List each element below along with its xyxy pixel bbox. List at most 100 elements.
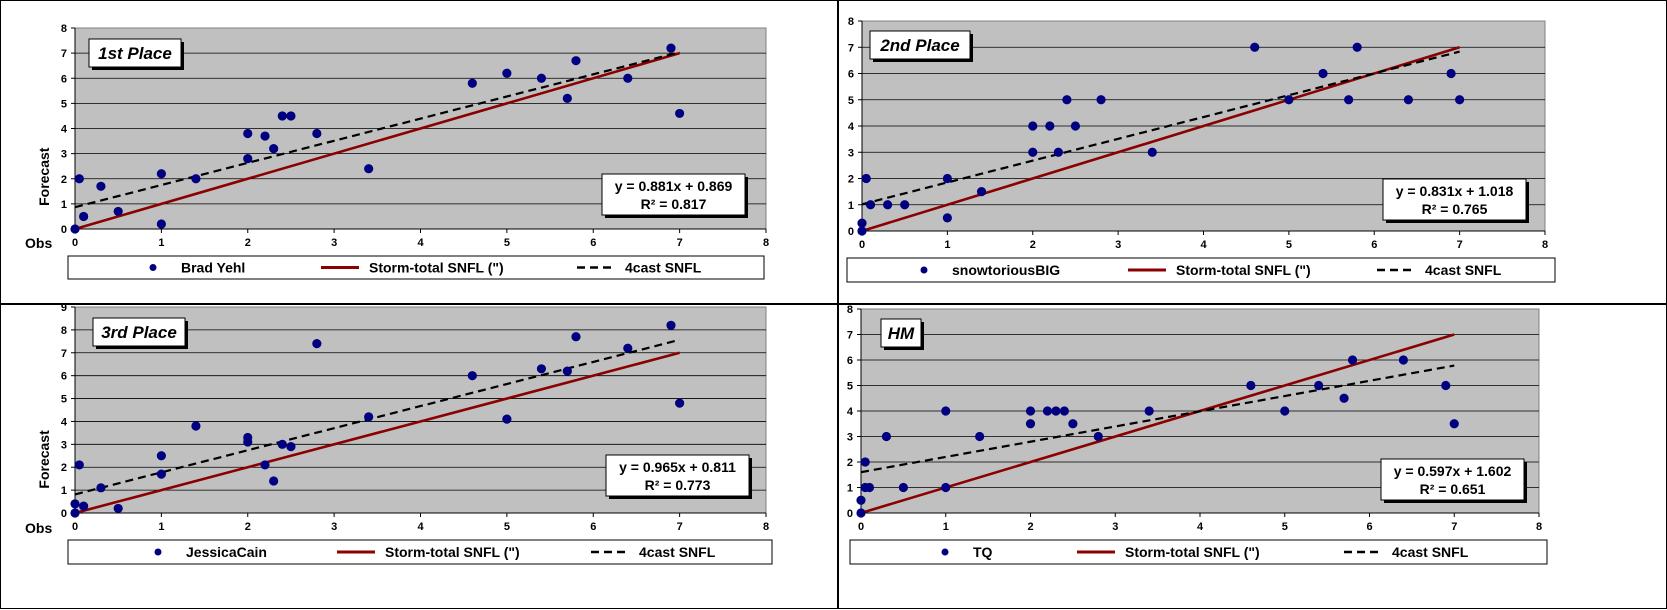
data-point xyxy=(1096,95,1106,105)
y-tick-label: 0 xyxy=(847,508,853,520)
data-point xyxy=(260,131,270,141)
r-squared: R² = 0.817 xyxy=(641,196,707,212)
data-point xyxy=(467,78,477,88)
legend xyxy=(67,255,765,280)
y-tick-label: 6 xyxy=(61,371,67,383)
data-point xyxy=(113,206,123,217)
data-point xyxy=(243,437,253,447)
x-tick-label: 6 xyxy=(1366,521,1372,533)
y-tick-label: 2 xyxy=(61,174,67,186)
data-point xyxy=(1068,419,1078,429)
y-tick-label: 3 xyxy=(61,439,67,451)
forecast-trendline xyxy=(861,50,1460,206)
data-point xyxy=(571,332,581,342)
y-tick-label: 3 xyxy=(848,147,854,159)
scatter-chart-svg: 0 1 2 3 4 5 6 7 8 9 0 1 2 3 4 5 6 7 8 Forecast Obs 3rd Place y… xyxy=(25,305,773,565)
data-point xyxy=(857,226,867,236)
data-point xyxy=(1344,95,1354,105)
data-point xyxy=(856,508,866,518)
storm-total-line xyxy=(860,333,1455,515)
x-tick-label: 8 xyxy=(763,521,769,533)
legend-label-forecast: 4cast SNFL xyxy=(625,260,702,276)
y-tick-label: 5 xyxy=(847,381,853,393)
data-point xyxy=(666,320,676,330)
y-tick-label: 6 xyxy=(848,69,854,81)
data-point xyxy=(156,469,166,479)
y-tick-label: 4 xyxy=(61,124,68,136)
data-point xyxy=(1093,431,1103,442)
data-point xyxy=(1028,147,1038,157)
y-tick-label: 5 xyxy=(848,95,854,107)
y-tick-label: 2 xyxy=(847,457,853,469)
data-point xyxy=(467,371,477,381)
data-point xyxy=(975,431,985,442)
legend-label-forecast: 4cast SNFL xyxy=(1425,262,1502,278)
data-point xyxy=(571,56,581,66)
data-point xyxy=(96,181,106,191)
x-tick-label: 2 xyxy=(1030,239,1036,251)
rank-label: 3rd Place xyxy=(101,323,177,342)
x-tick-label: 5 xyxy=(504,237,510,249)
data-point xyxy=(865,200,876,210)
trend-equation: y = 0.597x + 1.602 xyxy=(1394,463,1512,479)
rank-label: 2nd Place xyxy=(879,36,959,55)
data-point xyxy=(191,174,201,184)
data-point xyxy=(861,173,871,184)
x-tick-label: 3 xyxy=(331,237,337,249)
equation-box xyxy=(1380,458,1525,501)
y-tick-label: 2 xyxy=(848,174,854,186)
y-tick-label: 6 xyxy=(847,355,853,367)
chart-panel-2nd-place: 012345678012345678ForecastObs2nd Placey … xyxy=(838,0,1667,304)
data-point xyxy=(312,339,322,349)
scatter-chart-svg: 012345678012345678ForecastObs2nd Placey … xyxy=(846,16,1556,283)
data-point xyxy=(1070,121,1081,131)
data-point xyxy=(1059,406,1069,416)
x-tick-label: 0 xyxy=(858,521,864,533)
data-point xyxy=(1147,147,1157,157)
data-point xyxy=(1025,419,1036,429)
data-point xyxy=(286,442,296,452)
x-tick-label: 7 xyxy=(1457,239,1463,251)
data-point xyxy=(243,154,253,164)
data-point xyxy=(74,174,84,184)
x-tick-label: 8 xyxy=(1542,239,1548,251)
data-point xyxy=(1028,121,1038,131)
trend-equation: y = 0.965x + 0.811 xyxy=(619,459,736,475)
data-point xyxy=(856,495,866,505)
y-tick-label: 0 xyxy=(848,226,854,238)
x-tick-label: 2 xyxy=(245,237,251,249)
y-tick-label: 7 xyxy=(847,330,853,342)
data-point xyxy=(666,43,676,53)
legend-label-storm-total: Storm-total SNFL (") xyxy=(385,544,520,560)
data-point xyxy=(79,211,89,222)
rank-label: HM xyxy=(888,324,915,343)
data-point xyxy=(74,460,84,470)
legend-marker-forecaster xyxy=(154,548,162,556)
data-point xyxy=(1045,121,1055,131)
x-tick-label: 5 xyxy=(1286,239,1292,251)
data-point xyxy=(269,144,279,154)
scatter-chart-svg: 012345678012345678ForecastObsHMy = 0.597… xyxy=(847,305,1548,565)
legend xyxy=(67,539,773,565)
data-point xyxy=(864,482,875,493)
data-point xyxy=(1280,406,1290,416)
y-tick-label: 8 xyxy=(848,16,854,28)
data-point xyxy=(70,508,80,518)
y-tick-label: 7 xyxy=(848,42,854,54)
data-point xyxy=(1062,95,1072,105)
y-tick-label: 0 xyxy=(61,508,67,520)
data-point xyxy=(536,73,547,83)
forecast-trendline xyxy=(74,51,680,209)
data-point xyxy=(1455,95,1465,105)
rank-label-box xyxy=(92,317,186,347)
data-point xyxy=(1403,95,1413,105)
y-tick-label: 3 xyxy=(61,149,67,161)
x-axis-label: Obs xyxy=(25,520,52,536)
equation-box xyxy=(1382,178,1527,221)
x-tick-label: 3 xyxy=(1115,239,1121,251)
x-tick-label: 1 xyxy=(158,237,164,249)
rank-label: 1st Place xyxy=(98,44,172,63)
legend-label-storm-total: Storm-total SNFL (") xyxy=(1125,544,1260,560)
x-tick-label: 6 xyxy=(590,237,596,249)
y-tick-label: 1 xyxy=(61,485,67,497)
